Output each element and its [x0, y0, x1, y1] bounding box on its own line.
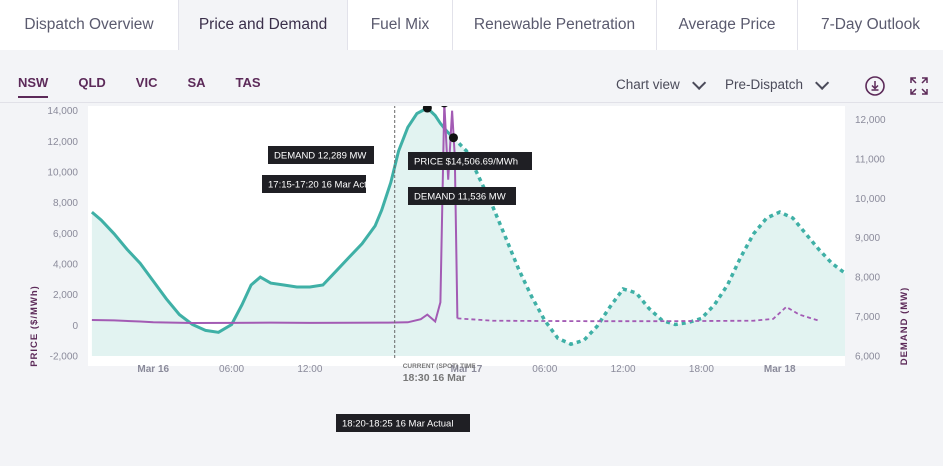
tooltip-demand-1: DEMAND 12,289 MW — [274, 151, 366, 162]
y-right-tick-label: 9,000 — [855, 233, 880, 244]
tab-dispatch-overview[interactable]: Dispatch Overview — [0, 0, 179, 50]
download-icon[interactable] — [864, 75, 886, 97]
dispatch-label: Pre-Dispatch — [725, 77, 804, 92]
y-right-tick-label: 6,000 — [855, 352, 880, 363]
y-left-tick-label: 14,000 — [47, 106, 78, 117]
expand-icon[interactable] — [908, 75, 930, 97]
demand-actual-line — [90, 106, 455, 334]
chevron-down-icon — [691, 75, 706, 90]
tab-average-price[interactable]: Average Price — [657, 0, 798, 50]
y-left-tick-label: 4,000 — [53, 260, 78, 271]
chart-view-dropdown[interactable]: Chart view — [616, 75, 706, 92]
y-right-tick-label: 7,000 — [855, 312, 880, 323]
y-left-tick-label: 10,000 — [47, 168, 78, 179]
tooltip-demand-2-bg — [408, 187, 516, 205]
marker-demand-2 — [448, 133, 458, 143]
x-tick-label: Mar 16 — [137, 364, 169, 375]
x-tick-label: 06:00 — [532, 364, 557, 375]
marker-price — [441, 106, 448, 108]
tab-bar: Dispatch Overview Price and Demand Fuel … — [0, 0, 943, 50]
y-right-tick-label: 10,000 — [855, 194, 886, 205]
chart-panel: NSW QLD VIC SA TAS Chart view Pre-Dispat… — [0, 50, 943, 466]
x-tick-label: 12:00 — [611, 364, 636, 375]
region-sa[interactable]: SA — [187, 75, 206, 90]
x-tick-label: 06:00 — [219, 364, 244, 375]
x-tick-label: Mar 18 — [764, 364, 796, 375]
marker-demand-1 — [422, 106, 432, 113]
x-tick-label: 18:00 — [689, 364, 714, 375]
y-left-tick-label: 2,000 — [53, 290, 78, 301]
tab-fuel-mix[interactable]: Fuel Mix — [348, 0, 453, 50]
price-forecast-line — [457, 305, 820, 323]
region-tas[interactable]: TAS — [235, 75, 261, 90]
current-time-value: 18:30 16 Mar — [403, 372, 466, 384]
price-demand-chart[interactable]: 16,00014,00012,00010,0008,0006,0004,0002… — [0, 106, 943, 466]
tooltip-demand-2: DEMAND 11,536 MW — [414, 192, 506, 203]
tab-renewable-penetration[interactable]: Renewable Penetration — [453, 0, 657, 50]
dispatch-dropdown[interactable]: Pre-Dispatch — [725, 75, 830, 92]
tooltip-time-1: 17:15-17:20 16 Mar Actual — [268, 180, 379, 191]
y-left-tick-label: 6,000 — [53, 229, 78, 240]
tab-7-day-outlook[interactable]: 7-Day Outlook — [798, 0, 943, 50]
demand-area — [91, 108, 845, 356]
y-left-tick-label: 0 — [72, 321, 78, 332]
chart-view-label: Chart view — [616, 77, 680, 92]
tooltip-demand-1-bg — [268, 146, 374, 164]
demand-forecast-line — [452, 136, 847, 347]
y-right-tick-label: 12,000 — [855, 115, 886, 126]
x-tick-label: 12:00 — [297, 364, 322, 375]
chevron-down-icon — [815, 75, 830, 90]
current-time-label: CURRENT (SPOT) TIME — [403, 363, 477, 370]
y-right-tick-label: 11,000 — [855, 154, 885, 165]
y-left-tick-label: 12,000 — [47, 137, 78, 148]
tooltip-price: PRICE $14,506.69/MWh — [414, 157, 518, 168]
y-left-axis-label: PRICE ($/MWh) — [29, 285, 40, 367]
tooltip-time-1-bg — [262, 175, 366, 193]
tab-price-and-demand[interactable]: Price and Demand — [179, 0, 348, 50]
tooltip-time-2-bg — [336, 414, 470, 432]
y-right-tick-label: 8,000 — [855, 273, 880, 284]
y-right-axis-label: DEMAND (MW) — [899, 287, 910, 366]
y-left-tick-label: 8,000 — [53, 198, 78, 209]
region-nsw[interactable]: NSW — [18, 75, 49, 98]
region-selector: NSW QLD VIC SA TAS — [18, 75, 291, 98]
tooltip-price-bg — [408, 152, 532, 170]
divider — [0, 102, 943, 103]
tooltip-time-2: 18:20-18:25 16 Mar Actual — [342, 419, 453, 430]
region-vic[interactable]: VIC — [135, 75, 158, 90]
x-tick-label: Mar 17 — [451, 364, 483, 375]
y-left-tick-label: -2,000 — [50, 352, 79, 363]
region-qld[interactable]: QLD — [78, 75, 106, 90]
